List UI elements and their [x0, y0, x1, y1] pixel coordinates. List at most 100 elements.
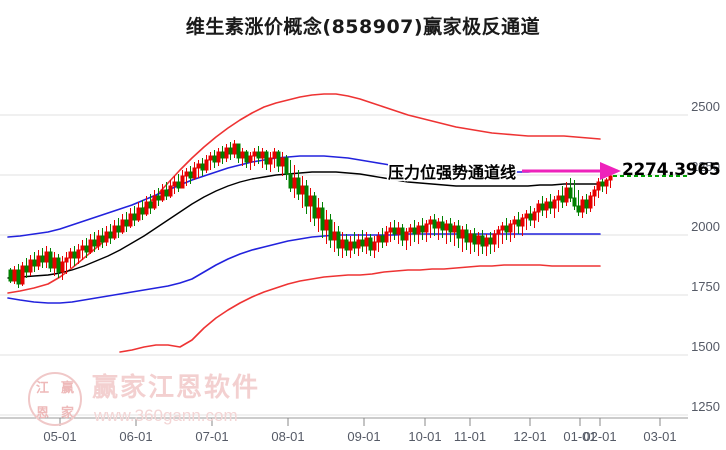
- candle-body: [340, 239, 345, 249]
- y-axis-tick-2000: 2000: [691, 219, 720, 234]
- last-price-label: 2274.3965: [622, 160, 721, 180]
- candle-body: [584, 199, 589, 209]
- candle-body: [588, 195, 593, 209]
- candle-body: [516, 219, 521, 227]
- candle-body: [180, 175, 185, 189]
- candle-body: [412, 227, 417, 235]
- candle-body: [440, 221, 445, 231]
- candle-body: [552, 199, 557, 209]
- candle-body: [348, 241, 353, 251]
- candle-body: [488, 237, 493, 245]
- candle-body: [404, 231, 409, 241]
- candle-body: [172, 181, 177, 187]
- candle-body: [12, 269, 17, 282]
- candle-body: [84, 245, 89, 253]
- candle-body: [480, 235, 485, 247]
- candle-body: [40, 255, 45, 263]
- candle-body: [96, 235, 101, 247]
- candle-body: [252, 151, 257, 157]
- candle-body: [580, 199, 585, 213]
- candle-body: [168, 185, 173, 197]
- candle-body: [116, 225, 121, 233]
- y-axis-tick-1500: 1500: [691, 339, 720, 354]
- candle-body: [60, 261, 65, 273]
- candle-body: [204, 159, 209, 171]
- x-axis-tick-12-01: 12-01: [513, 429, 547, 444]
- candle-body: [256, 151, 261, 159]
- candle-body: [200, 163, 205, 171]
- candle-body: [44, 251, 49, 263]
- candle-body: [556, 195, 561, 201]
- candle-body: [296, 177, 301, 195]
- candle-body: [436, 221, 441, 229]
- candle-body: [272, 151, 277, 159]
- candle-body: [136, 207, 141, 221]
- candle-body: [420, 225, 425, 233]
- candle-body: [112, 225, 117, 239]
- candle-body: [108, 231, 113, 239]
- y-axis-tick-1250: 1250: [691, 399, 720, 414]
- candle-body: [524, 213, 529, 219]
- candle-body: [140, 207, 145, 215]
- candle-body: [548, 201, 553, 209]
- candle-body: [160, 189, 165, 201]
- candle-body: [452, 225, 457, 233]
- candle-body: [368, 237, 373, 251]
- candle-body: [400, 227, 405, 241]
- page-title: 维生素涨价概念(858907)赢家极反通道: [185, 16, 541, 38]
- candle-body: [68, 251, 73, 259]
- candle-body: [332, 231, 337, 241]
- y-axis-tick-2500: 2500: [691, 99, 720, 114]
- candle-body: [132, 213, 137, 221]
- candle-body: [64, 257, 69, 263]
- candle-body: [128, 213, 133, 227]
- candle-body: [232, 143, 237, 155]
- candle-body: [276, 151, 281, 167]
- candle-body: [100, 235, 105, 243]
- candle-body: [152, 195, 157, 209]
- candle-body: [224, 147, 229, 159]
- candle-body: [444, 223, 449, 231]
- candle-body: [448, 223, 453, 233]
- candle-body: [312, 195, 317, 219]
- candle-body: [52, 257, 57, 269]
- candle-body: [104, 231, 109, 243]
- candle-body: [528, 213, 533, 221]
- candle-body: [196, 163, 201, 169]
- x-axis-tick-09-01: 09-01: [347, 429, 381, 444]
- series-center-line: [7, 171, 601, 279]
- candle-body: [380, 235, 385, 243]
- candle-body: [424, 223, 429, 233]
- candle-body: [560, 195, 565, 203]
- candle-body: [240, 151, 245, 159]
- candle-body: [564, 187, 569, 203]
- candle-body: [596, 181, 601, 191]
- candle-body: [364, 237, 369, 247]
- candle-body: [148, 201, 153, 209]
- candle-body: [56, 257, 61, 273]
- candle-body: [456, 225, 461, 239]
- candle-body: [156, 195, 161, 201]
- candle-body: [428, 219, 433, 225]
- candle-body: [476, 235, 481, 245]
- candle-body: [304, 185, 309, 207]
- candle-body: [388, 227, 393, 233]
- candle-body: [352, 241, 357, 249]
- candle-body: [188, 171, 193, 179]
- candle-body: [264, 151, 269, 165]
- candle-body: [220, 151, 225, 159]
- candle-body: [228, 147, 233, 155]
- candle-body: [484, 237, 489, 247]
- x-axis-tick-07-01: 07-01: [195, 429, 229, 444]
- candle-body: [144, 201, 149, 215]
- candle-body: [184, 171, 189, 177]
- candle-body: [216, 151, 221, 163]
- candle-body: [520, 217, 525, 227]
- candle-body: [468, 233, 473, 243]
- candle-body: [356, 239, 361, 249]
- candle-body: [236, 143, 241, 159]
- x-axis-tick-08-01: 08-01: [271, 429, 305, 444]
- candle-body: [244, 151, 249, 163]
- x-axis-tick-03-01: 03-01: [643, 429, 677, 444]
- candle-body: [492, 233, 497, 245]
